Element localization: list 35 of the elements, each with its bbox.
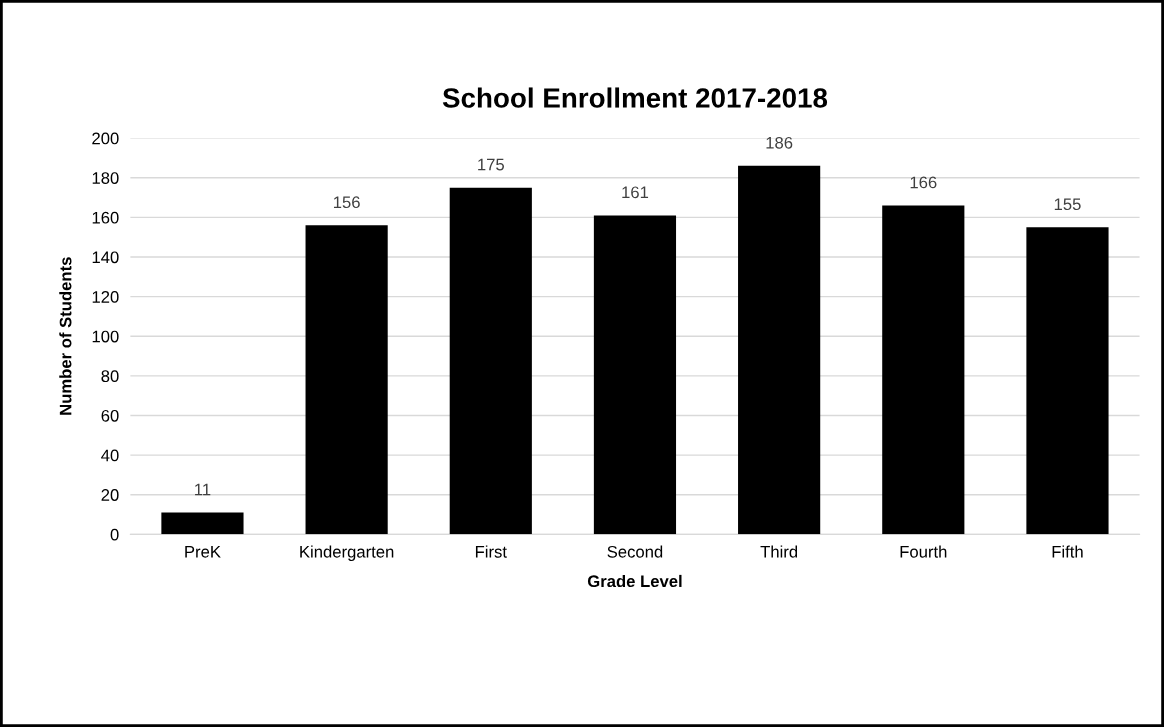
x-tick-label: Second	[607, 545, 663, 558]
bar	[593, 215, 677, 535]
x-tick-label: Fifth	[1052, 545, 1083, 558]
y-tick-label: 160	[92, 211, 119, 224]
chart-title: School Enrollment 2017-2018	[442, 87, 828, 108]
y-tick-label: 60	[101, 409, 119, 422]
x-tick-label: Kindergarten	[300, 545, 394, 561]
bar	[1026, 227, 1109, 535]
y-tick-label: 0	[110, 528, 119, 541]
bar	[449, 187, 532, 535]
x-tick-label: First	[475, 545, 507, 558]
y-tick-label: 140	[92, 251, 119, 264]
y-tick-label: 100	[92, 330, 119, 343]
data-label: 161	[622, 186, 649, 199]
x-axis-title: Grade Level	[587, 574, 682, 588]
bar	[305, 225, 388, 535]
bar	[161, 512, 244, 535]
data-label: 175	[478, 158, 504, 171]
y-tick-label: 180	[92, 172, 119, 184]
x-tick-label: Third	[760, 545, 798, 558]
data-label: 11	[195, 483, 211, 496]
y-tick-label: 200	[92, 132, 119, 145]
data-label: 186	[766, 136, 793, 149]
data-label: 156	[333, 196, 360, 209]
y-tick-label: 80	[101, 370, 119, 383]
bar	[882, 205, 965, 535]
data-label: 155	[1054, 198, 1081, 211]
data-label: 166	[910, 176, 937, 189]
y-tick-label: 120	[92, 291, 119, 303]
y-tick-label: 20	[101, 489, 119, 501]
x-tick-label: PreK	[185, 546, 221, 558]
y-tick-label: 40	[101, 449, 119, 462]
y-axis-title: Number of Students	[59, 257, 72, 415]
bar	[738, 165, 821, 535]
x-tick-label: Fourth	[900, 545, 947, 558]
